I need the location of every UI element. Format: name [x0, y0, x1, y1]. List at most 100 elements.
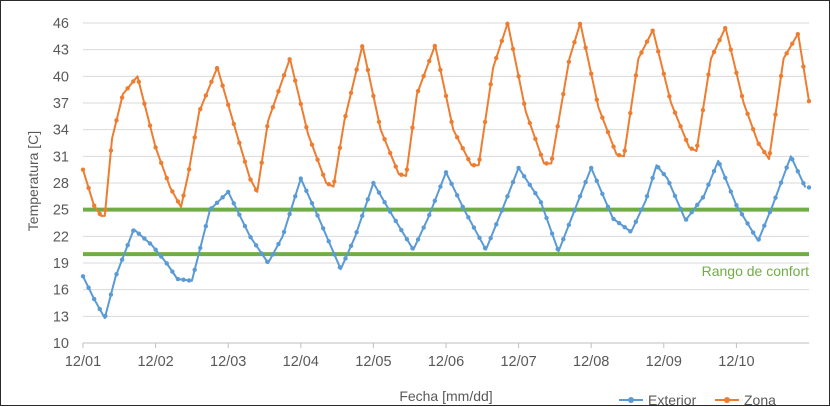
data-point-exterior [147, 241, 153, 246]
data-point-exterior [309, 200, 315, 206]
data-point-exterior [572, 208, 577, 213]
data-point-zona [354, 67, 359, 72]
data-point-zona [711, 49, 717, 55]
data-point-zona [410, 125, 415, 130]
data-point-zona [337, 145, 343, 150]
data-point-zona [108, 148, 114, 153]
data-point-exterior [589, 165, 594, 171]
data-point-exterior [265, 259, 270, 264]
data-point-zona [209, 79, 214, 85]
data-point-exterior [287, 211, 292, 217]
y-tick-label-22: 22 [53, 229, 69, 245]
data-point-zona [365, 67, 371, 73]
data-point-zona [566, 59, 572, 64]
data-point-zona [220, 83, 225, 88]
legend-item-exterior: Exterior [619, 392, 697, 407]
data-point-exterior [460, 204, 465, 209]
data-point-exterior [237, 212, 242, 217]
data-point-exterior [281, 229, 287, 235]
data-point-exterior [790, 157, 795, 162]
data-point-zona [477, 157, 482, 162]
data-point-exterior [186, 278, 192, 283]
data-point-zona [248, 177, 253, 182]
data-point-zona [589, 71, 594, 76]
data-point-exterior [97, 306, 102, 312]
data-point-zona [427, 58, 432, 64]
data-point-exterior [270, 252, 276, 257]
data-point-exterior [220, 195, 225, 200]
data-point-zona [259, 160, 264, 165]
data-point-zona [577, 21, 583, 27]
data-point-exterior [175, 276, 181, 282]
tick-labels: 10 13 16 19 22 25 28 31 34 37 40 43 46 12/01 12/02 12/0… [53, 16, 755, 370]
data-point-exterior [773, 195, 778, 200]
x-tick-label-12/05: 12/05 [355, 354, 391, 370]
data-point-zona [739, 93, 745, 99]
data-point-exterior [695, 202, 700, 208]
data-point-zona [650, 28, 655, 33]
data-point-exterior [533, 190, 538, 196]
data-point-zona [801, 64, 806, 69]
y-tick-label-40: 40 [53, 69, 69, 85]
y-tick-label-37: 37 [53, 96, 69, 112]
data-point-zona [175, 199, 181, 204]
data-point-zona [460, 146, 465, 151]
data-point-zona [203, 93, 209, 98]
data-point-zona [348, 90, 354, 96]
data-point-exterior [410, 246, 415, 251]
data-point-zona [505, 21, 510, 27]
legend-marker-zona [724, 397, 730, 403]
data-point-zona [700, 107, 706, 113]
y-tick-label-43: 43 [53, 43, 69, 59]
data-point-exterior [717, 161, 722, 167]
y-tick-label-34: 34 [53, 123, 69, 139]
data-point-exterior [103, 313, 108, 319]
data-point-zona [510, 46, 516, 52]
data-point-exterior [521, 174, 527, 179]
data-point-exterior [320, 226, 326, 231]
y-tick-label-16: 16 [53, 283, 69, 299]
data-point-exterior [728, 189, 734, 194]
data-point-exterior [656, 165, 661, 170]
series-layer [80, 21, 812, 320]
data-point-zona [265, 124, 270, 129]
x-tick-label-12/01: 12/01 [65, 354, 101, 370]
y-tick-label-31: 31 [53, 149, 69, 165]
data-point-zona [399, 172, 404, 177]
data-point-zona [114, 118, 119, 123]
data-point-exterior [399, 227, 404, 233]
data-point-exterior [661, 171, 666, 177]
data-point-zona [538, 152, 544, 157]
data-point-exterior [706, 182, 711, 187]
data-point-zona [164, 176, 169, 181]
gridlines [83, 22, 809, 317]
data-point-exterior [192, 267, 197, 273]
y-tick-label-19: 19 [53, 256, 69, 272]
data-point-zona [644, 39, 650, 44]
y-tick-label-25: 25 [53, 203, 69, 219]
data-point-zona [404, 167, 410, 172]
data-point-zona [527, 120, 532, 126]
data-point-zona [795, 31, 801, 37]
data-point-zona [360, 44, 365, 49]
data-point-exterior [382, 199, 387, 205]
data-point-zona [773, 112, 778, 117]
data-point-zona [767, 151, 773, 156]
data-point-zona [583, 45, 588, 50]
data-point-exterior [600, 191, 605, 197]
data-point-exterior [332, 252, 337, 257]
data-point-exterior [499, 208, 505, 213]
data-point-zona [253, 187, 259, 193]
data-point-zona [516, 74, 521, 79]
x-tick-label-12/06: 12/06 [428, 354, 464, 370]
data-point-zona [181, 193, 186, 198]
data-point-zona [131, 79, 136, 84]
legend-label-exterior: Exterior [648, 392, 697, 407]
data-point-exterior [689, 210, 694, 215]
data-point-zona [387, 150, 393, 156]
data-point-zona [332, 179, 337, 184]
comfort-range-band [83, 207, 809, 257]
data-point-zona [119, 95, 125, 100]
data-point-exterior [678, 206, 683, 211]
